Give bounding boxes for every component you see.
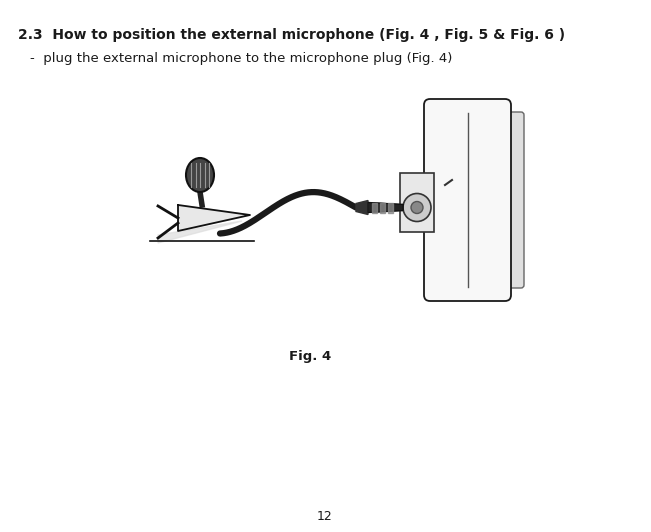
Circle shape	[403, 194, 431, 221]
Polygon shape	[388, 203, 393, 212]
Polygon shape	[368, 203, 403, 212]
FancyBboxPatch shape	[500, 112, 524, 288]
Text: 2.3  How to position the external microphone (Fig. 4 , Fig. 5 & Fig. 6 ): 2.3 How to position the external microph…	[18, 28, 565, 42]
FancyBboxPatch shape	[424, 99, 511, 301]
Ellipse shape	[186, 158, 214, 192]
Polygon shape	[356, 201, 368, 214]
Polygon shape	[158, 221, 242, 243]
Text: Fig. 4: Fig. 4	[289, 350, 331, 363]
Polygon shape	[380, 203, 385, 212]
Text: -  plug the external microphone to the microphone plug (Fig. 4): - plug the external microphone to the mi…	[30, 52, 452, 65]
Text: 12: 12	[317, 510, 333, 523]
Circle shape	[411, 202, 423, 213]
Polygon shape	[178, 205, 250, 231]
FancyBboxPatch shape	[400, 173, 434, 232]
Polygon shape	[372, 203, 377, 212]
